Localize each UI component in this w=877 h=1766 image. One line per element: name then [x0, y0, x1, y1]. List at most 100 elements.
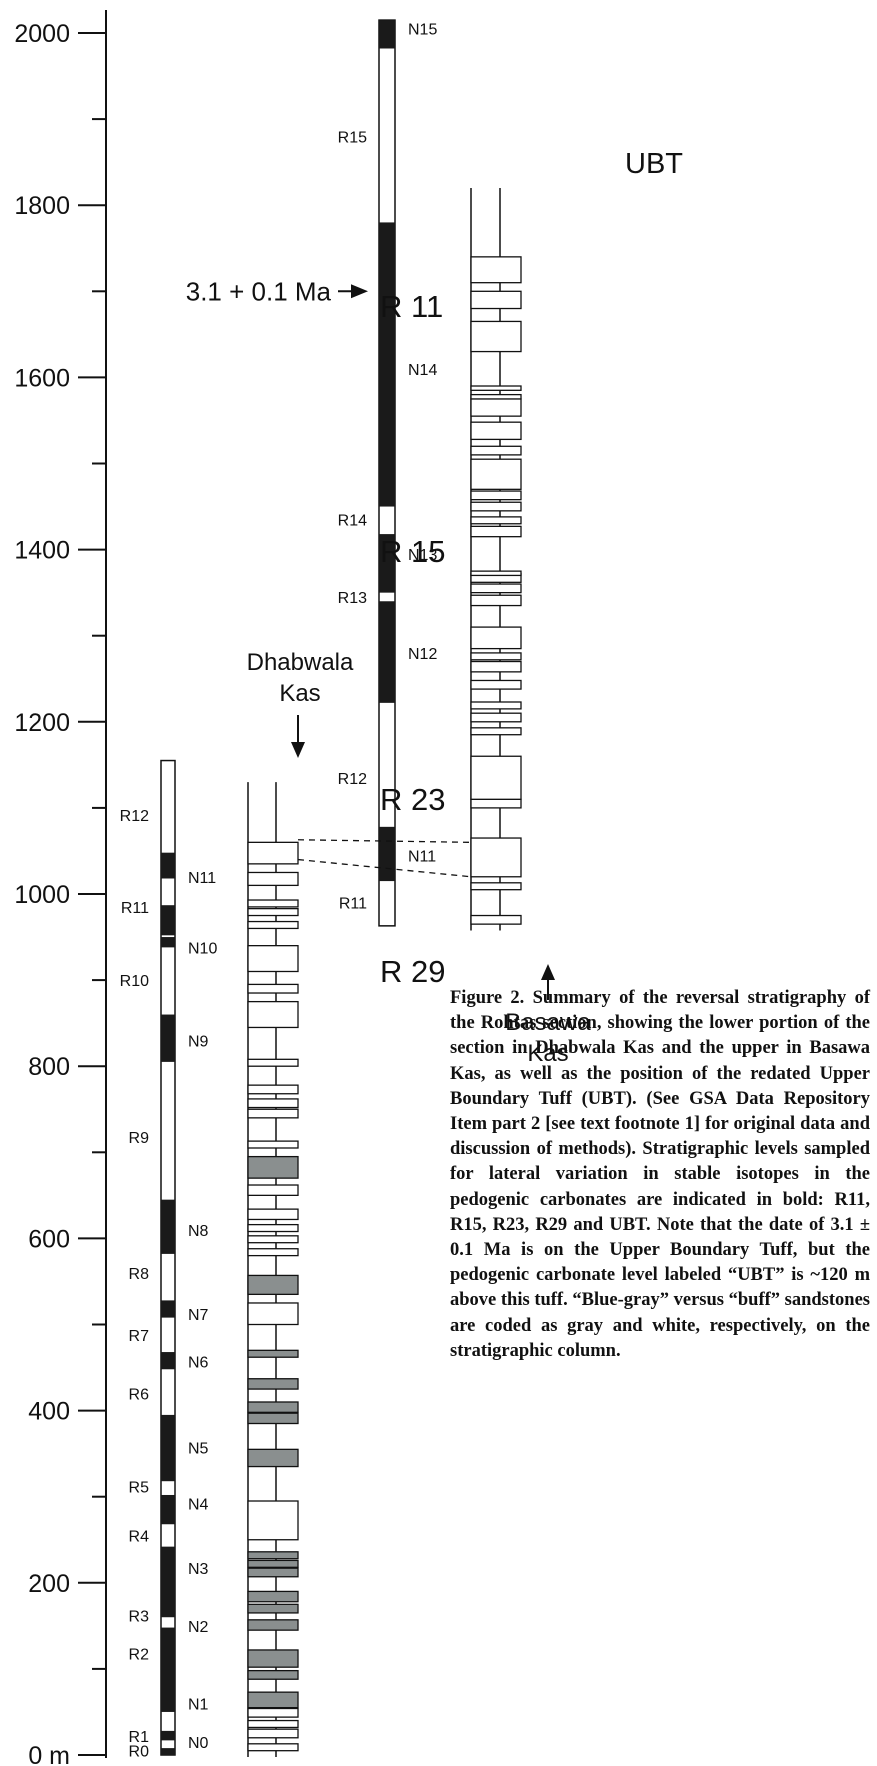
- bluegray-sandstone-bed: [247, 1619, 299, 1631]
- buff-sandstone-bed: [470, 385, 522, 391]
- bluegray-sandstone-bed: [247, 1349, 299, 1358]
- date-arrow-icon: [338, 284, 368, 299]
- meter-axis: 2000 1800 1600 1400 1200 1000 800 600 400 200 0 m: [14, 10, 107, 1766]
- dhabwala-lithology-column: [247, 782, 299, 1757]
- normal-polarity-zone: [161, 1730, 175, 1741]
- chron-label: N5: [188, 1441, 209, 1458]
- buff-sandstone-bed: [470, 445, 522, 456]
- basawa-label-line2: Kas: [527, 1040, 568, 1067]
- correlation-dashed-line: [297, 839, 472, 843]
- bluegray-sandstone-bed: [247, 1567, 299, 1578]
- buff-sandstone-bed: [470, 882, 522, 891]
- bluegray-sandstone-bed: [247, 1669, 299, 1680]
- chron-label: R2: [129, 1646, 150, 1663]
- chron-label: R11: [121, 900, 149, 917]
- normal-polarity-zone: [379, 222, 395, 507]
- buff-sandstone-bed: [470, 398, 522, 417]
- buff-sandstone-bed: [247, 871, 299, 887]
- normal-polarity-zone: [161, 1300, 175, 1318]
- level-r23: R 23: [380, 782, 445, 817]
- chron-label: R13: [338, 590, 367, 607]
- buff-sandstone-bed: [470, 660, 522, 673]
- normal-polarity-zone: [161, 1627, 175, 1712]
- buff-sandstone-bed: [470, 490, 522, 501]
- buff-sandstone-bed: [247, 1500, 299, 1541]
- dhabwala-label-line2: Kas: [279, 680, 320, 707]
- figure-caption: Figure 2. Summary of the reversal strati…: [450, 988, 870, 1361]
- chron-label: R8: [129, 1266, 150, 1283]
- dhabwala-label-line1: Dhabwala: [247, 649, 354, 676]
- normal-polarity-zone: [379, 601, 395, 703]
- bluegray-sandstone-bed: [247, 1448, 299, 1468]
- buff-sandstone-bed: [247, 899, 299, 908]
- buff-sandstone-bed: [247, 1743, 299, 1752]
- chron-label: R15: [338, 129, 367, 146]
- buff-sandstone-bed: [470, 837, 522, 878]
- dhabwala-arrow-icon: [291, 715, 305, 758]
- buff-sandstone-bed: [470, 914, 522, 925]
- basawa-arrow-icon: [541, 964, 555, 1000]
- buff-sandstone-bed: [470, 701, 522, 710]
- axis-tick-label: 2000: [14, 20, 70, 48]
- buff-sandstone-bed: [247, 1719, 299, 1729]
- chron-label: N6: [188, 1355, 209, 1372]
- normal-polarity-zone: [161, 937, 175, 948]
- axis-tick-label: 1600: [14, 364, 70, 392]
- axis-tick-label: 200: [28, 1570, 70, 1598]
- buff-sandstone-bed: [470, 727, 522, 736]
- upper-polarity-column: N11 N12 N13 N14 N15 R11 R12 R13 R14 R15: [338, 19, 437, 927]
- buff-sandstone-bed: [470, 755, 522, 800]
- chron-label: N15: [408, 22, 437, 39]
- normal-polarity-zone: [379, 534, 395, 593]
- axis-tick-label: 400: [28, 1398, 70, 1426]
- chron-label: R10: [120, 973, 149, 990]
- normal-polarity-zone: [161, 852, 175, 879]
- chron-label: R9: [129, 1130, 150, 1147]
- chron-label: N14: [408, 362, 437, 379]
- buff-sandstone-bed: [247, 907, 299, 917]
- buff-sandstone-bed: [470, 525, 522, 538]
- axis-tick-label: 1200: [14, 709, 70, 737]
- bluegray-sandstone-bed: [247, 1691, 299, 1709]
- chron-label: R12: [338, 771, 367, 788]
- chron-label: N1: [188, 1696, 209, 1713]
- chron-label: R14: [338, 512, 367, 529]
- buff-sandstone-bed: [247, 920, 299, 930]
- correlation-dashed-line: [297, 858, 472, 878]
- axis-tick-label: 1000: [14, 881, 70, 909]
- axis-tick-label: 600: [28, 1225, 70, 1253]
- bluegray-sandstone-bed: [247, 1559, 299, 1568]
- buff-sandstone-bed: [470, 712, 522, 723]
- bluegray-sandstone-bed: [247, 1401, 299, 1413]
- buff-sandstone-bed: [470, 393, 522, 400]
- buff-sandstone-bed: [247, 945, 299, 973]
- chron-label: N4: [188, 1497, 209, 1514]
- buff-sandstone-bed: [470, 320, 522, 353]
- buff-sandstone-bed: [247, 1208, 299, 1221]
- chron-label: N10: [188, 940, 217, 957]
- level-r15: R 15: [380, 534, 445, 569]
- chron-label: R1: [129, 1729, 150, 1746]
- chron-label: R7: [129, 1328, 150, 1345]
- correlation-lines: [297, 839, 472, 878]
- normal-polarity-zone: [161, 1494, 175, 1525]
- normal-polarity-zone: [379, 20, 395, 49]
- bluegray-sandstone-bed: [247, 1378, 299, 1390]
- normal-polarity-zone: [161, 1199, 175, 1254]
- buff-sandstone-bed: [247, 1707, 299, 1718]
- normal-polarity-zone: [161, 1352, 175, 1370]
- buff-sandstone-bed: [247, 1098, 299, 1109]
- chron-label: N9: [188, 1033, 209, 1050]
- basawa-label-line1: Basawa: [505, 1009, 591, 1036]
- buff-sandstone-bed: [247, 1140, 299, 1149]
- bluegray-sandstone-bed: [247, 1649, 299, 1668]
- buff-sandstone-bed: [247, 1184, 299, 1196]
- buff-sandstone-bed: [470, 583, 522, 594]
- normal-polarity-zone: [379, 826, 395, 882]
- normal-polarity-zone: [161, 905, 175, 936]
- axis-tick-label: 1800: [14, 192, 70, 220]
- normal-polarity-zone: [161, 1014, 175, 1062]
- buff-sandstone-bed: [247, 841, 299, 865]
